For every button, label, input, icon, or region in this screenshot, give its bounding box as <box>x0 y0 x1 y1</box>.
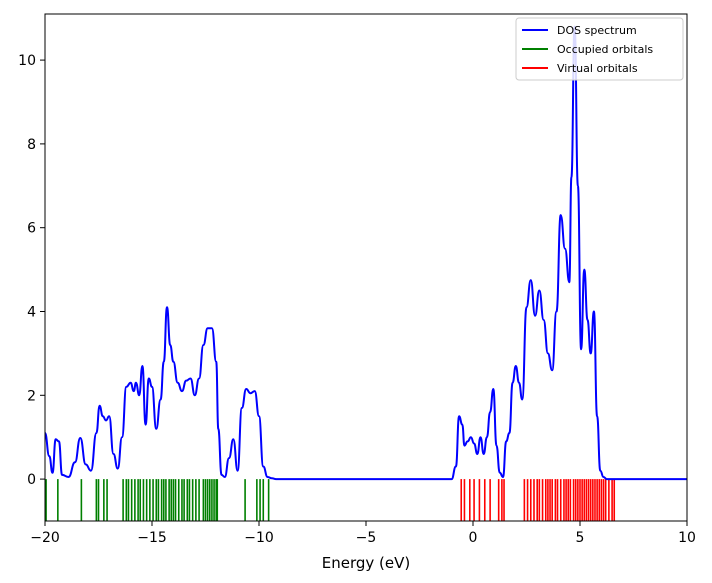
legend-label: Occupied orbitals <box>557 43 653 56</box>
x-tick-label: −15 <box>137 530 167 546</box>
x-axis: −20 −15 −10 −5 0 5 10 <box>30 521 696 546</box>
y-tick-label: 10 <box>18 53 36 69</box>
dos-line-group <box>44 25 687 481</box>
axes-frame <box>44 13 688 522</box>
legend: DOS spectrum Occupied orbitals Virtual orb… <box>515 17 684 81</box>
x-tick-label: −10 <box>244 530 274 546</box>
x-tick-label: 10 <box>678 530 696 546</box>
orbital-sticks <box>45 479 616 521</box>
x-tick-label: 5 <box>576 530 585 546</box>
y-tick-label: 2 <box>27 388 36 404</box>
y-tick-label: 6 <box>27 221 36 237</box>
y-tick-label: 8 <box>27 137 36 153</box>
x-tick-label: 0 <box>469 530 478 546</box>
dos-spectrum-line <box>44 25 687 481</box>
y-tick-label: 4 <box>27 304 36 320</box>
y-tick-label: 0 <box>27 472 36 488</box>
x-tick-label: −20 <box>30 530 60 546</box>
y-axis: 0 2 4 6 8 10 <box>18 53 45 488</box>
x-axis-title: Energy (eV) <box>322 554 410 572</box>
x-tick-label: −5 <box>356 530 377 546</box>
legend-label: DOS spectrum <box>557 24 637 37</box>
legend-label: Virtual orbitals <box>557 62 638 75</box>
legend-box <box>515 17 684 81</box>
